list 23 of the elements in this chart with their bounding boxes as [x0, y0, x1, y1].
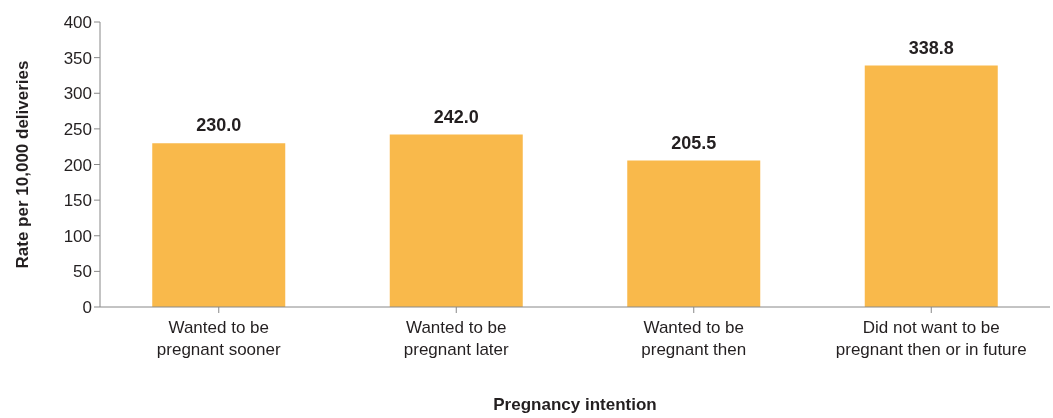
bar — [389, 134, 523, 307]
bar — [152, 143, 286, 307]
y-tick-label: 400 — [63, 13, 92, 33]
x-tick-label: Wanted to be pregnant then — [641, 318, 747, 359]
data-label: 242.0 — [433, 106, 479, 127]
y-tick-label: 250 — [63, 119, 92, 139]
y-tick-label: 0 — [82, 298, 92, 318]
x-axis-title: Pregnancy intention — [493, 395, 657, 414]
y-tick-label: 350 — [63, 48, 92, 68]
x-tick-label: Did not want to be pregnant then or in future — [835, 318, 1027, 359]
y-tick-label: 300 — [63, 84, 92, 104]
y-tick-label: 100 — [63, 226, 92, 246]
data-label: 338.8 — [908, 37, 954, 58]
y-axis-title: Rate per 10,000 deliveries — [12, 60, 32, 269]
y-tick-label: 150 — [63, 191, 92, 211]
data-label: 205.5 — [671, 132, 717, 153]
y-tick-label: 200 — [63, 155, 92, 175]
x-tick-label: Wanted to be pregnant later — [403, 318, 510, 359]
bar — [864, 65, 998, 307]
x-tick-label: Wanted to be pregnant sooner — [156, 318, 281, 359]
data-label: 230.0 — [196, 115, 242, 136]
y-tick-label: 50 — [73, 262, 92, 282]
bar — [627, 160, 761, 307]
